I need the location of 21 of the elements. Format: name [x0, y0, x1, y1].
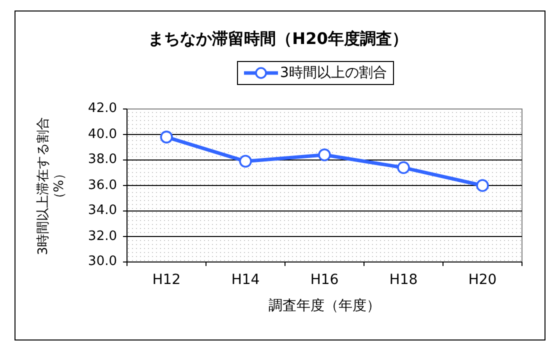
point	[318, 148, 331, 162]
x-tick-label: H16	[309, 272, 340, 288]
legend-label: 3時間以上の割合	[280, 64, 387, 82]
point	[397, 161, 410, 174]
x-tick-label: H14	[230, 272, 261, 288]
x-tick-label: H12	[151, 272, 182, 288]
x-axis-title: 調査年度（年度）	[268, 297, 382, 315]
chart-title: まちなか滞留時間（H20年度調査）	[147, 29, 409, 50]
y-tick-label: 40.0	[88, 126, 117, 142]
y-tick-label: 34.0	[88, 203, 117, 219]
y-tick-label: 38.0	[88, 152, 117, 168]
y-axis-title: 3時間以上滞在する割合（%）	[36, 115, 68, 257]
y-tick-label: 30.0	[88, 254, 117, 270]
y-tick-label: 32.0	[88, 228, 117, 244]
x-tick-label: H18	[388, 272, 419, 288]
x-tick-label: H20	[467, 272, 498, 288]
point	[239, 154, 252, 168]
point	[476, 179, 489, 192]
y-tick-label: 42.0	[88, 101, 117, 117]
point	[160, 130, 173, 144]
y-tick-label: 36.0	[88, 178, 117, 194]
